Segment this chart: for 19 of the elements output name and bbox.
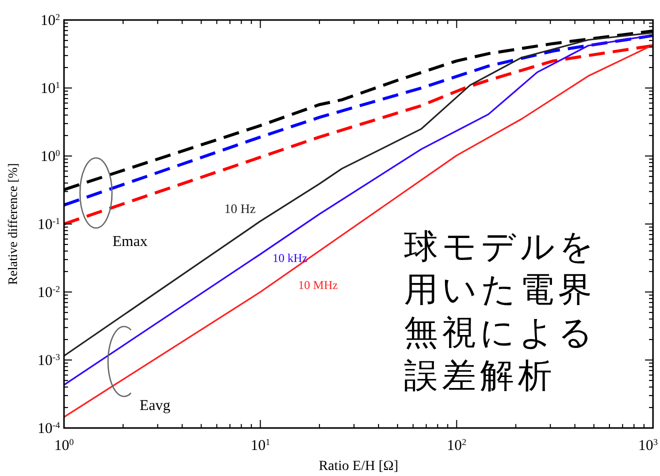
x-tick-label: 10$^{0}$ <box>54 437 74 454</box>
y-tick-label: 10$^{2}$ <box>40 12 60 29</box>
annotation: 10 Hz <box>224 201 256 216</box>
annotation: 10 MHz <box>298 278 338 292</box>
annotation: 10 kHz <box>272 251 308 265</box>
x-axis-title: Ratio E/H [Ω] <box>318 459 398 474</box>
annotation: Eavg <box>140 398 171 414</box>
annotation: 球モデルを用いた電界無視による誤差解析 <box>404 226 599 398</box>
y-tick-label: 10$^{1}$ <box>40 80 60 97</box>
y-tick-label: 10$^{-3}$ <box>38 352 60 369</box>
x-tick-label: 10$^{2}$ <box>446 437 466 454</box>
y-tick-label: 10$^{-2}$ <box>38 284 60 301</box>
x-tick-label: 10$^{1}$ <box>250 437 270 454</box>
y-tick-label: 10$^{-4}$ <box>38 420 60 437</box>
y-tick-label: 10$^{0}$ <box>40 148 60 165</box>
y-tick-label: 10$^{-1}$ <box>38 216 60 233</box>
y-axis-title: Relative difference [%] <box>5 163 20 285</box>
x-tick-label: 10$^{3}$ <box>638 437 658 454</box>
annotation: Emax <box>112 234 148 250</box>
